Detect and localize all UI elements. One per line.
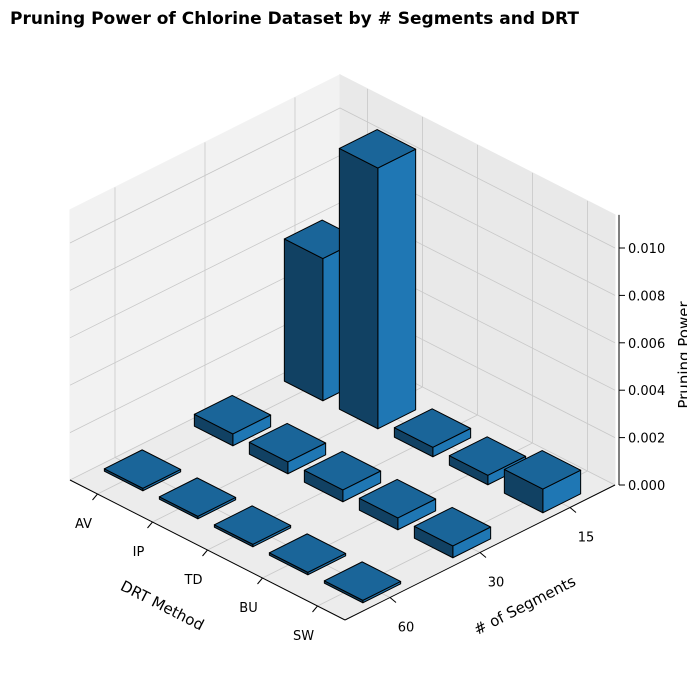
- bar-top: [303, 450, 382, 491]
- x-tick-label: BU: [239, 601, 257, 616]
- bar-top: [248, 422, 327, 463]
- bar: [268, 533, 347, 576]
- bar-front-right: [338, 147, 379, 430]
- grid-line: [262, 172, 533, 579]
- bar-top: [338, 129, 417, 169]
- z-tick-label: 0.000: [628, 479, 665, 494]
- bar-top: [503, 450, 582, 490]
- x-tick-label: SW: [293, 629, 314, 644]
- x-tick-label: AV: [75, 517, 92, 532]
- x-tick: [92, 493, 98, 501]
- bar: [413, 506, 492, 559]
- bar: [338, 129, 417, 430]
- grid-line: [69, 107, 616, 249]
- y-tick: [569, 507, 577, 513]
- x-tick-label: IP: [133, 545, 145, 560]
- x-tick-label: TD: [184, 573, 203, 588]
- grid-line: [152, 116, 423, 523]
- bar: [503, 450, 582, 514]
- bar-top: [393, 408, 472, 448]
- bar-top: [158, 477, 237, 517]
- y-tick-label: 60: [398, 621, 415, 636]
- bar: [303, 450, 382, 503]
- bar: [158, 477, 237, 520]
- z-tick-label: 0.002: [628, 432, 665, 447]
- y-tick: [389, 597, 397, 603]
- bar: [393, 408, 472, 458]
- x-tick: [202, 549, 208, 557]
- bar: [358, 478, 437, 531]
- bar-front-right: [283, 238, 324, 402]
- x-tick: [147, 521, 153, 529]
- bar-top: [103, 449, 182, 489]
- bar: [103, 449, 182, 492]
- bar-top: [358, 478, 437, 519]
- bar-top: [213, 505, 292, 545]
- bar-top: [323, 561, 402, 601]
- x-tick: [257, 577, 263, 585]
- z-tick-label: 0.006: [628, 337, 665, 352]
- grid-line: [207, 144, 478, 551]
- z-tick-label: 0.010: [628, 242, 665, 257]
- y-tick-label: 15: [578, 531, 595, 546]
- x-tick: [312, 605, 318, 613]
- bar: [323, 561, 402, 604]
- bar-top: [193, 394, 272, 435]
- chart-title: Pruning Power of Chlorine Dataset by # S…: [10, 9, 579, 29]
- z-tick-label: 0.008: [628, 289, 665, 304]
- z-tick-label: 0.004: [628, 384, 665, 399]
- z-axis-label: Pruning Power: [675, 301, 687, 409]
- bar: [248, 422, 327, 475]
- plot-area: 0.000 0.002 0.004 0.006 0.008 0.010 AV IP TD BU SW…: [68, 74, 687, 644]
- bar-top: [448, 436, 527, 476]
- bar: [193, 394, 272, 447]
- bar-front-left: [377, 148, 417, 430]
- y-tick-label: 30: [488, 576, 505, 591]
- grid-line: [317, 200, 588, 607]
- bar-top: [268, 533, 347, 573]
- y-tick: [479, 552, 487, 558]
- bar-top: [413, 506, 492, 547]
- bar: [213, 505, 292, 548]
